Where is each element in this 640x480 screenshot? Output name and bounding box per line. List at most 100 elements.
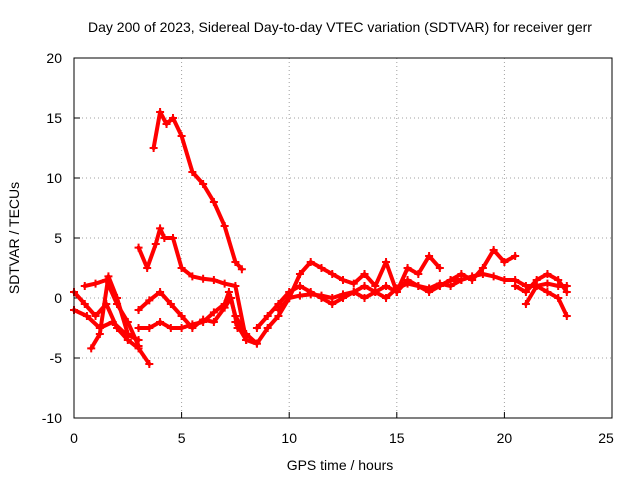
data-point — [306, 290, 315, 299]
data-point — [91, 312, 100, 320]
data-point — [188, 320, 197, 329]
data-point — [446, 276, 455, 284]
data-point — [435, 282, 444, 290]
data-point — [220, 300, 229, 308]
x-tick-label-5: 5 — [178, 430, 186, 446]
data-point — [468, 272, 477, 281]
data-point — [317, 264, 326, 272]
data-point — [151, 240, 160, 248]
data-point — [199, 274, 208, 283]
x-tick-label-10: 10 — [281, 430, 297, 446]
data-point — [500, 276, 509, 284]
data-point — [360, 270, 369, 278]
data-point — [220, 222, 229, 230]
data-point — [199, 180, 208, 188]
data-point — [382, 282, 391, 290]
data-point — [162, 120, 171, 128]
series-line-track-9 — [233, 260, 399, 346]
y-tick-label-20: 20 — [46, 50, 62, 66]
data-point — [317, 291, 326, 300]
series-track-8 — [149, 108, 246, 274]
data-point — [108, 318, 117, 326]
chart-title: Day 200 of 2023, Sidereal Day-to-day VTE… — [88, 19, 592, 35]
data-point — [149, 144, 158, 152]
data-point — [295, 291, 304, 300]
data-point — [113, 294, 122, 302]
data-point — [188, 168, 197, 176]
data-point — [134, 243, 143, 252]
data-point — [224, 288, 233, 296]
data-point — [543, 288, 552, 296]
data-point — [145, 296, 154, 305]
data-point — [199, 318, 208, 326]
data-point — [95, 330, 104, 338]
data-point — [392, 288, 401, 296]
data-point — [104, 272, 113, 281]
data-point — [209, 308, 218, 317]
data-point — [328, 270, 337, 278]
data-point — [339, 290, 347, 299]
x-tick-label-20: 20 — [497, 430, 513, 446]
data-point — [87, 344, 96, 353]
data-point — [274, 306, 283, 314]
data-point — [435, 264, 444, 272]
data-point — [457, 276, 466, 284]
x-tick-label-0: 0 — [70, 430, 78, 446]
data-point — [145, 324, 154, 332]
data-point — [166, 324, 175, 332]
grid-lines — [74, 58, 612, 418]
data-point — [91, 279, 100, 288]
data-point — [82, 312, 91, 320]
series-track-14 — [511, 270, 571, 296]
data-point — [295, 282, 304, 290]
data-point — [554, 276, 563, 284]
data-point — [425, 288, 434, 296]
data-point — [242, 336, 251, 344]
x-tick-label-25: 25 — [598, 430, 614, 446]
data-point — [403, 276, 412, 284]
data-point — [562, 312, 571, 320]
data-point — [156, 108, 165, 116]
data-point — [521, 300, 530, 308]
x-axis-label: GPS time / hours — [287, 457, 394, 473]
data-point — [156, 288, 165, 296]
x-tick-label-15: 15 — [389, 430, 405, 446]
data-point — [360, 294, 369, 302]
x-tick-labels: 0 5 10 15 20 25 — [70, 430, 614, 446]
data-point — [521, 288, 530, 296]
data-point — [349, 288, 358, 296]
data-point — [168, 234, 177, 242]
data-point — [209, 318, 218, 326]
data-point — [168, 114, 177, 122]
data-point — [80, 300, 89, 308]
data-point — [511, 252, 520, 260]
data-point — [349, 279, 358, 288]
data-point — [328, 294, 337, 302]
data-point — [532, 282, 541, 290]
series-track-4 — [87, 272, 132, 353]
data-point — [382, 294, 391, 302]
data-point — [511, 282, 520, 290]
data-point — [134, 306, 143, 314]
data-point — [209, 198, 218, 206]
data-point — [231, 258, 240, 266]
data-point — [500, 258, 509, 266]
series-track-2 — [70, 306, 143, 344]
data-point — [295, 270, 304, 278]
data-point — [220, 279, 229, 288]
data-point — [209, 276, 218, 284]
data-point — [143, 264, 152, 272]
y-tick-label-5: 5 — [54, 230, 62, 246]
data-point — [263, 312, 272, 320]
data-point — [123, 330, 132, 338]
data-point — [489, 272, 498, 281]
data-point — [177, 132, 186, 140]
data-point — [339, 276, 347, 284]
series-line-track-15 — [523, 284, 569, 318]
data-point — [188, 272, 197, 281]
data-point — [562, 288, 571, 296]
y-tick-labels: -10 -5 0 5 10 15 20 — [42, 50, 62, 426]
series-line-track-8 — [151, 110, 244, 272]
data-point — [414, 270, 423, 278]
